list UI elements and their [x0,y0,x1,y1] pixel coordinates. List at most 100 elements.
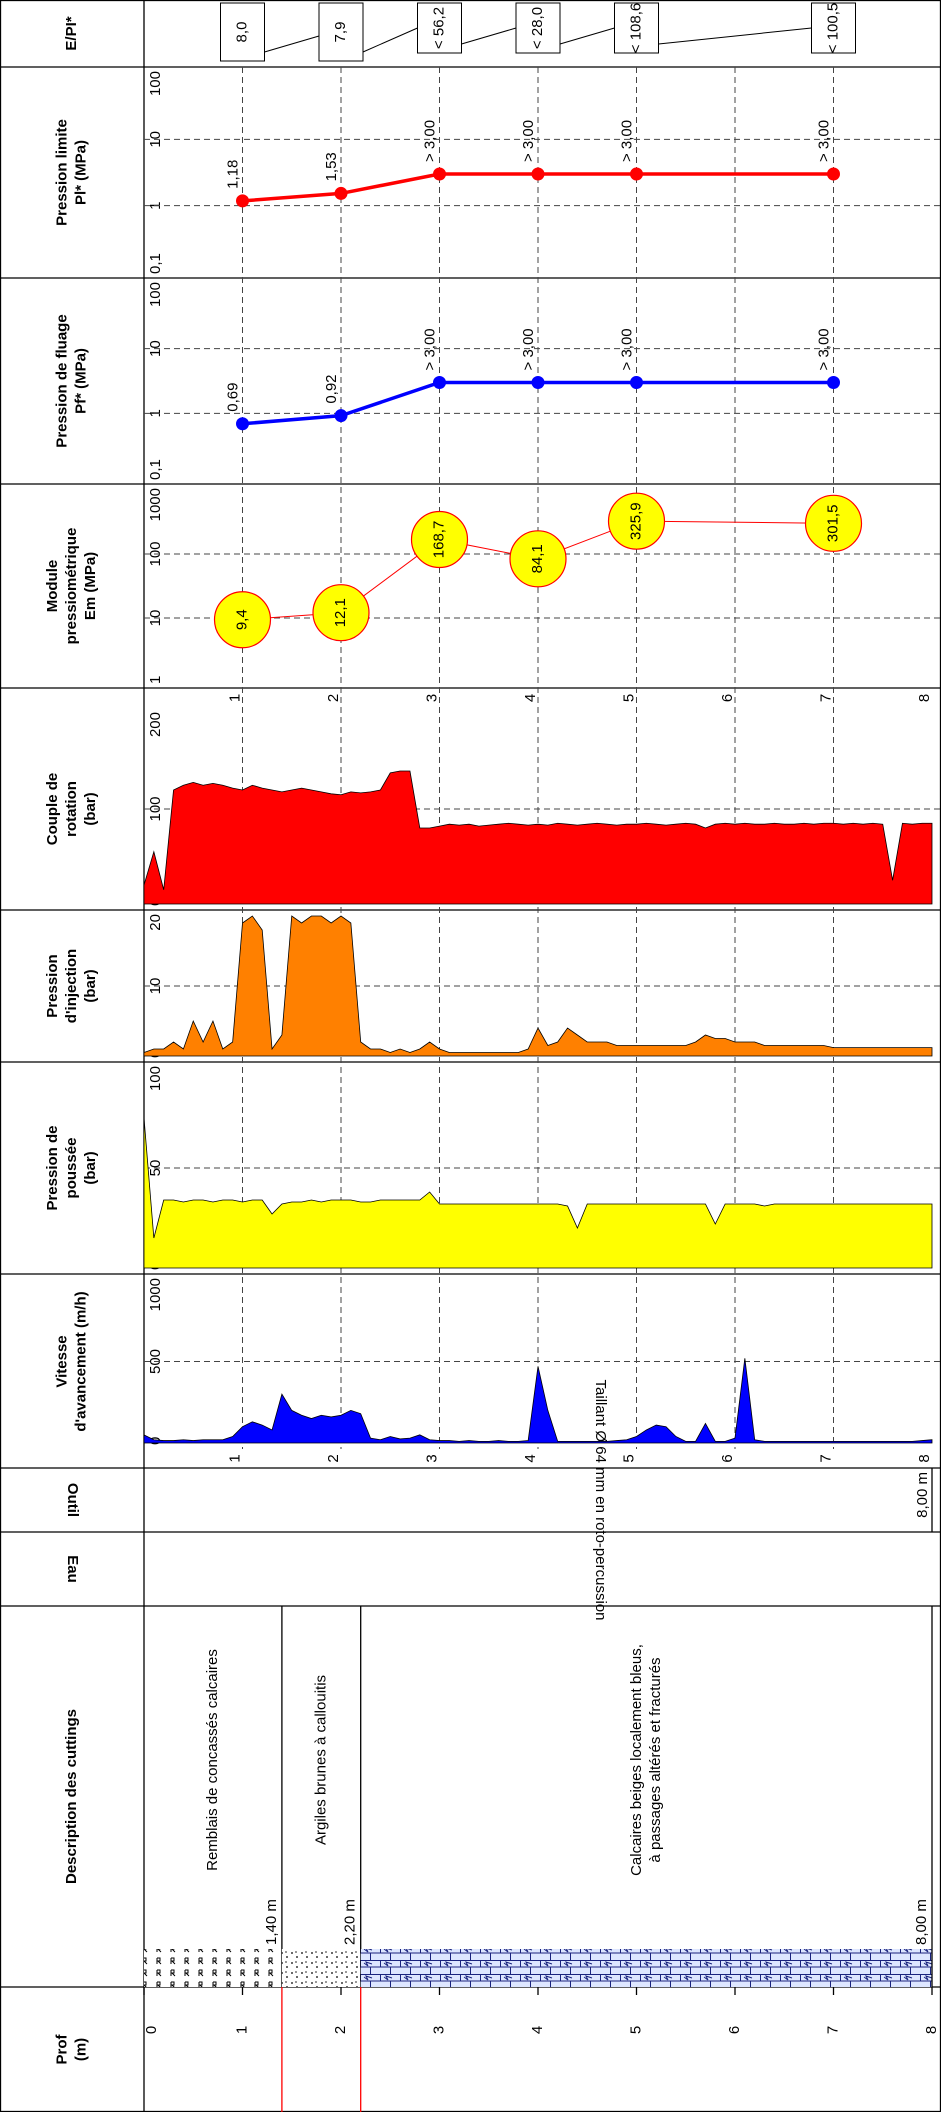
test-point [334,409,348,423]
test-point [531,167,545,181]
y-tick-label: 1000 [147,1278,164,1311]
lithology [360,1949,932,1987]
y-tick-label: 1 [147,676,164,684]
test-point [334,186,348,200]
depth-label: 6 [719,694,736,702]
prof-label: 2 [332,2026,349,2034]
prof-label: 3 [430,2026,447,2034]
prof-label: 0 [143,2026,160,2034]
ratio-label: < 100,5 [824,3,841,53]
column-title: E/PI* [63,16,80,50]
modulus-bubble [410,510,469,569]
column-title: Module [44,560,61,613]
value-label: 0,92 [323,374,340,403]
test-point [433,167,446,181]
column-title: Pression de [44,1125,61,1210]
column-title: (bar) [82,1151,99,1184]
column-title: Pf* (MPa) [72,348,89,414]
depth-label: 7 [817,1454,834,1462]
column-title: Description des cuttings [63,1709,80,1884]
y-tick-label: 200 [147,712,164,737]
test-point [827,167,840,181]
column-title: Outil [64,1483,81,1517]
test-point [236,417,249,431]
layer-description: Argiles brunes à callouitis [312,1675,329,1845]
box-connector [461,27,517,45]
layer-description: Calcaires beiges localement bleus, [628,1644,645,1876]
depth-label: 8 [916,694,933,702]
column-title: Pression limite [53,119,70,226]
value-label: 1,18 [224,160,241,189]
ratio-label: < 108,6 [627,3,644,53]
ratio-box [417,2,462,54]
layer-description: Remblais de concassés calcaires [204,1649,221,1871]
depth-label: 3 [423,1454,440,1462]
test-point [433,375,446,389]
test-line [242,172,834,203]
column-title: d'avancement (m/h) [72,1291,89,1431]
modulus-bubble [804,494,863,552]
prof-label: 6 [726,2026,743,2034]
depth-label: 2 [325,1454,342,1462]
tool-text: Taillant Ø 64 mm en roto-percussion [592,1380,609,1621]
test-point [531,375,545,389]
column-title: (bar) [82,792,99,825]
depth-label: 6 [719,1454,736,1462]
layer-base-label: 8,00 m [913,1899,930,1945]
value-label: > 3,00 [421,120,438,162]
box-connector [559,27,615,45]
modulus-bubble [213,591,272,649]
value-label: > 3,00 [520,120,537,162]
column-title: (bar) [82,969,99,1002]
box-connector [658,27,812,45]
y-tick-label: 100 [147,1066,164,1091]
column-title: Vitesse [53,1335,70,1387]
drilling-area [143,915,933,1057]
value-label: > 3,00 [618,120,635,162]
value-label: 84,1 [529,544,546,573]
depth-label: 5 [620,1454,637,1462]
test-point [236,194,249,208]
y-tick-label: 1000 [147,488,164,521]
value-label: 168,7 [430,521,447,559]
lithology [144,1949,282,1987]
lithology [281,1949,361,1987]
value-label: 0,69 [224,383,241,412]
column-title: pressiométrique [63,528,80,645]
layer-description: à passages altérés et fracturés [647,1657,664,1862]
drilling-area [143,1117,933,1269]
column-title: Prof [53,2033,70,2064]
ratio-label: < 56,2 [430,7,447,49]
depth-label: 5 [620,694,637,702]
layer-base-label: 1,40 m [263,1899,280,1945]
ratio-box [220,2,265,62]
prof-label: 1 [233,2026,250,2034]
test-point [827,375,840,389]
column-title: (m) [72,2038,89,2061]
prof-label: 7 [824,2026,841,2034]
prof-label: 8 [923,2026,940,2034]
value-label: > 3,00 [421,328,438,370]
value-label: 12,1 [332,598,349,627]
drilling-area [143,770,933,905]
column-title: rotation [63,781,80,837]
ratio-box [811,2,856,54]
value-label: > 3,00 [520,328,537,370]
modulus-bubble [607,492,666,550]
ratio-box [614,2,659,54]
y-tick-label: 0,1 [147,459,164,480]
ratio-label: < 28,0 [529,7,546,49]
depth-label: 3 [423,694,440,702]
test-line [242,380,834,426]
depth-label: 7 [817,694,834,702]
value-label: > 3,00 [618,328,635,370]
column-title: Couple de [44,773,61,846]
column-title: Eau [64,1555,81,1583]
column-title: Pl* (MPa) [72,140,89,205]
y-tick-label: 100 [147,282,164,307]
ratio-box [318,2,364,62]
value-label: 325,9 [627,502,644,540]
depth-label: 1 [226,694,243,702]
